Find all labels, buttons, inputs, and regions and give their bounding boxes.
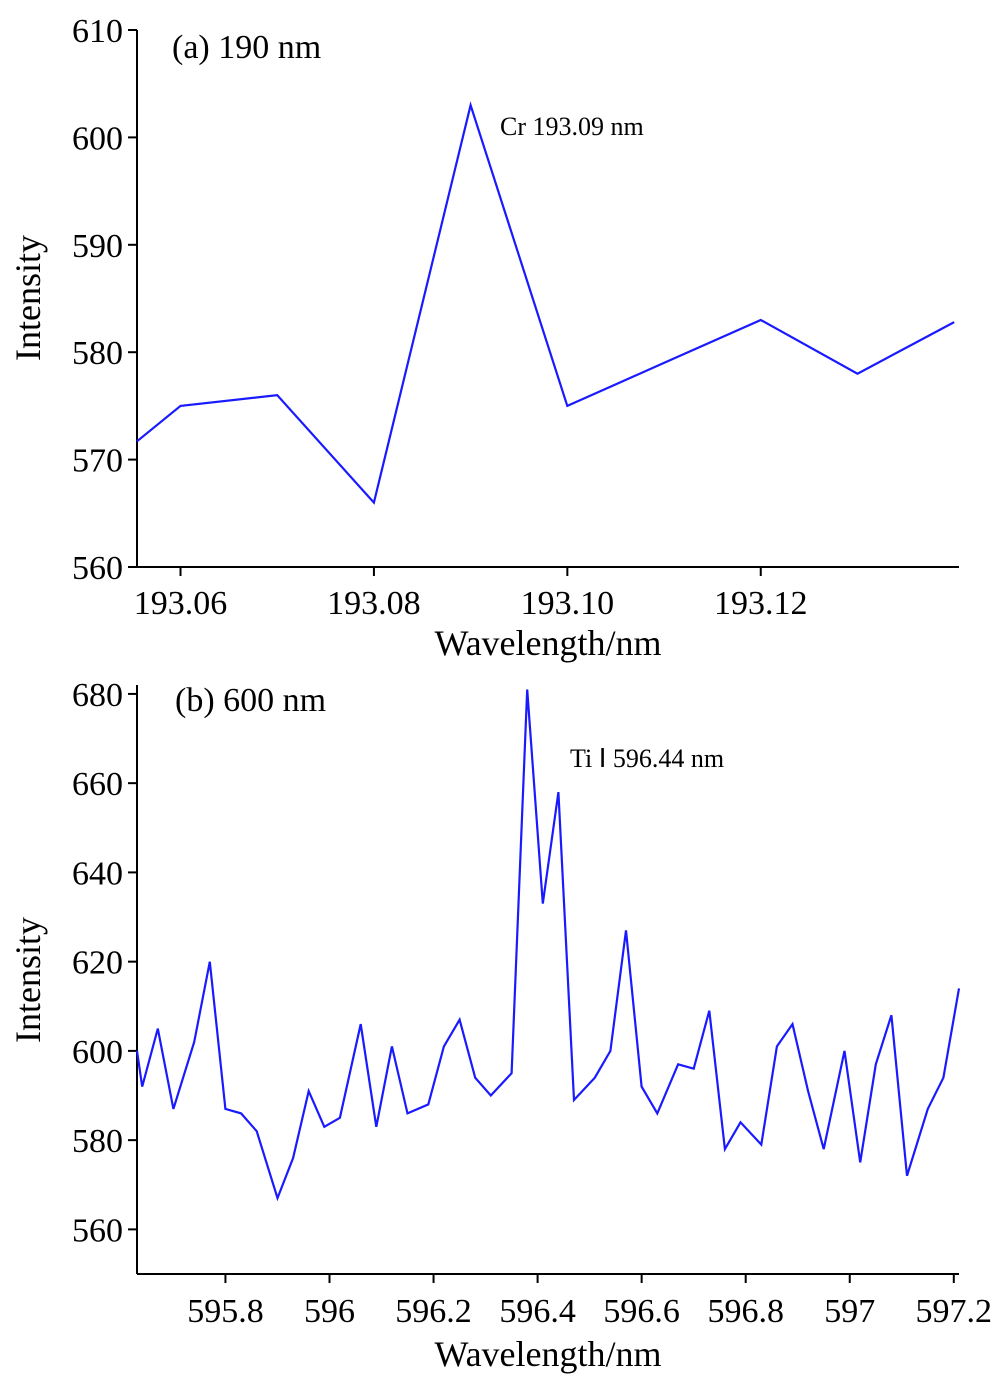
panel-a-y-tick-label: 590 [72, 228, 123, 265]
panel-a-x-tick-label: 193.08 [327, 585, 421, 622]
panel-a-y-tick-label: 560 [72, 550, 123, 587]
panel-a-y-tick-label: 570 [72, 443, 123, 480]
panel-a-x-tick-label: 193.10 [521, 585, 615, 622]
panel-b-x-tick-label: 597.2 [916, 1293, 993, 1330]
panel-b-y-tick-label: 640 [72, 855, 123, 892]
panel-b-x-axis-title: Wavelength/nm [434, 1334, 661, 1374]
panel-b-label: (b) 600 nm [175, 682, 326, 719]
panel-a-x-tick-label: 193.12 [714, 585, 808, 622]
panel-b-y-tick-label: 600 [72, 1034, 123, 1071]
panel-b-y-tick-label: 560 [72, 1212, 123, 1249]
panel-b-x-tick-label: 595.8 [187, 1293, 264, 1330]
panel-b-chart: 595.8 596 596.2 596.4 596.6 596.8 597 597.2 560 5… [8, 677, 992, 1374]
panel-a-y-tick-label: 600 [72, 120, 123, 157]
panel-a-x-axis-title: Wavelength/nm [434, 623, 661, 663]
panel-a-y-tick-label: 610 [72, 13, 123, 50]
panel-a-label: (a) 190 nm [172, 29, 321, 66]
panel-b-y-tick-label: 660 [72, 766, 123, 803]
panel-a-chart: 193.06 193.08 193.10 193.12 560 570 580 590 600 6… [8, 13, 959, 663]
panel-a-series-line [136, 101, 955, 505]
panel-b-x-tick-label: 596.6 [603, 1293, 680, 1330]
panel-b-series-line [135, 689, 961, 1202]
panel-b-x-tick-label: 596.4 [499, 1293, 576, 1330]
panel-b-x-tick-label: 596.2 [395, 1293, 472, 1330]
panel-b-y-tick-label: 620 [72, 945, 123, 982]
panel-b-annotation: Ti Ⅰ 596.44 nm [570, 744, 724, 773]
panel-a-y-tick-label: 580 [72, 335, 123, 372]
panel-b-x-tick-label: 596 [304, 1293, 355, 1330]
panel-b-y-axis-title: Intensity [8, 917, 48, 1043]
panel-b-x-tick-label: 596.8 [707, 1293, 784, 1330]
panel-a-x-tick-label: 193.06 [134, 585, 228, 622]
panel-b-y-tick-label: 680 [72, 677, 123, 714]
panel-b-y-tick-label: 580 [72, 1123, 123, 1160]
panel-a-annotation: Cr 193.09 nm [500, 112, 644, 141]
panel-b-x-tick-label: 597 [824, 1293, 875, 1330]
panel-a-y-axis-title: Intensity [8, 235, 48, 361]
